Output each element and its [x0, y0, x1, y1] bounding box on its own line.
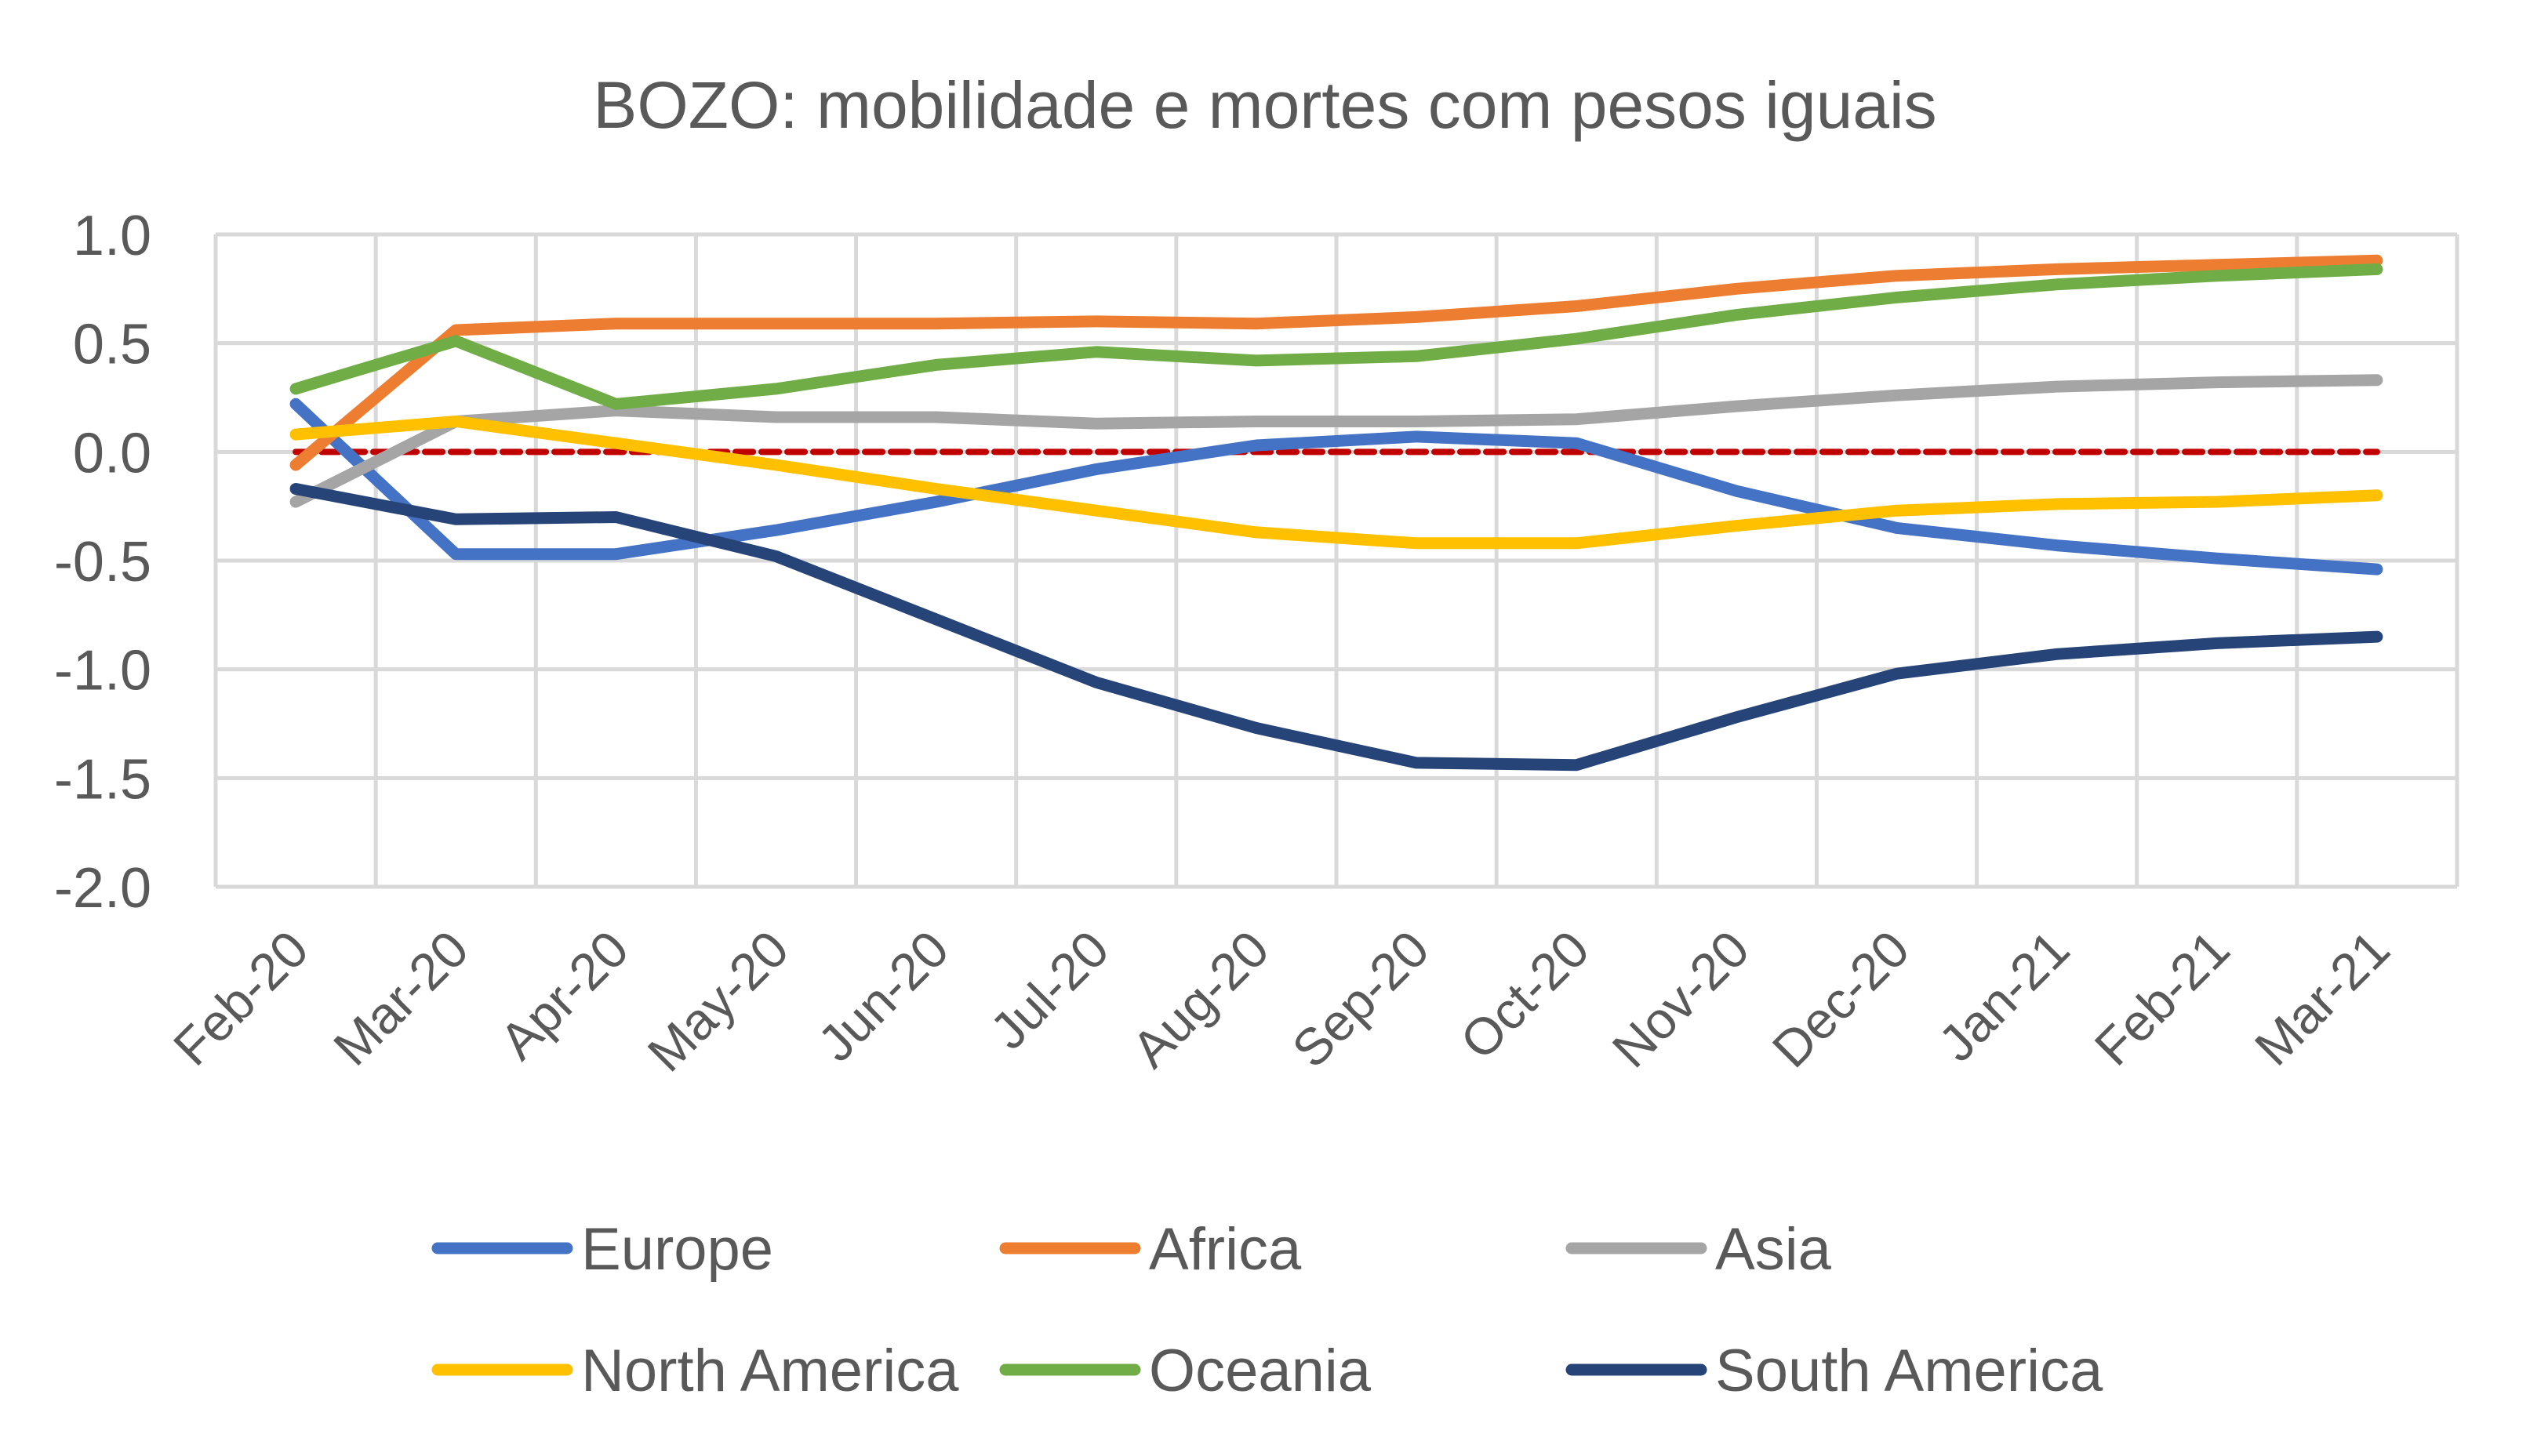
series-line-north-america	[289, 416, 2383, 550]
y-tick-label: -0.5	[54, 531, 151, 594]
legend-label: Oceania	[1149, 1338, 1372, 1404]
y-tick-label: 0.5	[73, 314, 151, 376]
y-tick-label: -2.0	[54, 857, 151, 920]
legend-item-oceania: Oceania	[999, 1338, 1372, 1404]
y-tick-label: -1.0	[54, 640, 151, 703]
legend-item-africa: Africa	[999, 1216, 1302, 1283]
legend-label: North America	[581, 1338, 959, 1404]
series-line-africa	[289, 254, 2383, 471]
series-line-europe	[289, 398, 2383, 576]
y-tick-label: 1.0	[73, 205, 151, 267]
chart-title: BOZO: mobilidade e mortes com pesos igua…	[593, 68, 1936, 142]
legend: Europe Africa Asia North America Oceania Sout…	[431, 1216, 2103, 1404]
legend-item-south-america: South America	[1565, 1338, 2103, 1404]
legend-item-asia: Asia	[1565, 1216, 1832, 1283]
series-line-south-america	[289, 483, 2383, 772]
y-tick-label: -1.5	[54, 748, 151, 811]
series-lines	[289, 254, 2383, 772]
legend-item-north-america: North America	[431, 1338, 959, 1404]
y-tick-label: 0.0	[73, 422, 151, 485]
series-line-oceania	[289, 263, 2383, 410]
legend-label: Africa	[1149, 1216, 1302, 1283]
legend-label: South America	[1715, 1338, 2103, 1404]
legend-item-europe: Europe	[431, 1216, 773, 1283]
legend-label: Europe	[581, 1216, 773, 1283]
series-line-asia	[289, 374, 2383, 508]
y-axis-ticks: 1.0 0.5 0.0 -0.5 -1.0 -1.5 -2.0	[54, 205, 151, 920]
legend-label: Asia	[1715, 1216, 1832, 1283]
